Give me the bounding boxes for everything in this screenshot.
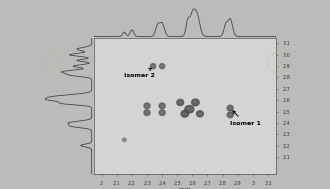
Text: Isomer 2: Isomer 2 (124, 68, 155, 78)
Ellipse shape (197, 111, 203, 117)
Text: ⬡: ⬡ (41, 50, 65, 78)
X-axis label: ppm: ppm (179, 187, 191, 189)
Ellipse shape (144, 110, 150, 115)
Ellipse shape (122, 138, 126, 142)
Ellipse shape (181, 110, 188, 117)
Ellipse shape (159, 64, 165, 69)
Ellipse shape (150, 64, 156, 69)
Text: Isomer 1: Isomer 1 (230, 111, 261, 126)
Ellipse shape (177, 99, 184, 105)
Ellipse shape (185, 105, 194, 113)
Ellipse shape (159, 110, 165, 115)
Ellipse shape (192, 99, 199, 106)
Text: ⬡: ⬡ (265, 50, 289, 78)
Ellipse shape (227, 105, 233, 111)
Ellipse shape (144, 103, 150, 109)
Ellipse shape (159, 103, 165, 109)
Ellipse shape (227, 112, 233, 118)
